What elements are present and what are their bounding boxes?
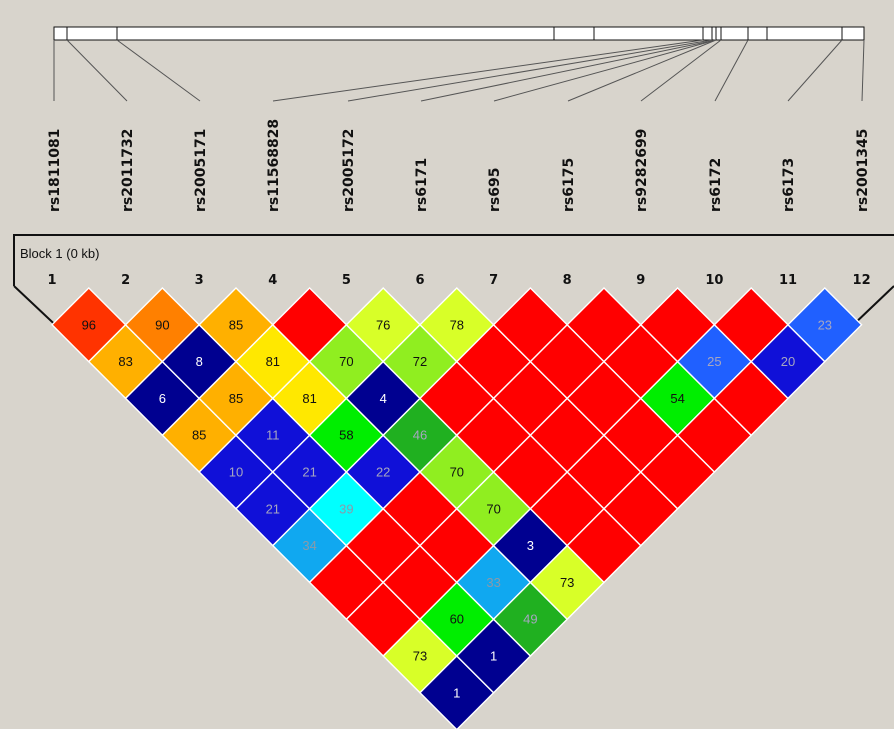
ld-value-label: 10 <box>229 465 243 480</box>
block-label: Block 1 (0 kb) <box>20 246 99 261</box>
snp-connector-line <box>116 39 201 102</box>
ld-value-label: 23 <box>818 317 832 332</box>
ld-value-label: 60 <box>450 612 464 627</box>
ld-value-label: 85 <box>229 391 243 406</box>
ruler-bar <box>53 26 865 41</box>
ld-cell <box>787 287 863 363</box>
snp-connector-line <box>567 39 717 102</box>
snp-connector-line <box>66 39 128 102</box>
ld-value-label: 73 <box>560 575 574 590</box>
snp-index-label: 11 <box>779 273 797 288</box>
ld-value-label: 49 <box>523 612 537 627</box>
snp-connector-line <box>493 39 717 102</box>
ld-value-label: 78 <box>450 317 464 332</box>
snp-name-label: rs9282699 <box>634 129 650 212</box>
snp-position-ruler <box>53 26 865 41</box>
ld-value-label: 81 <box>302 391 316 406</box>
ld-value-label: 8 <box>196 354 203 369</box>
snp-connector-line <box>640 39 722 102</box>
snp-index-label: 4 <box>268 273 277 288</box>
ld-value-label: 85 <box>192 428 206 443</box>
snp-name-label: rs695 <box>487 168 503 212</box>
ld-value-label: 1 <box>453 685 460 700</box>
snp-connector-line <box>420 39 717 102</box>
ld-value-label: 46 <box>413 428 427 443</box>
ld-value-label: 21 <box>302 465 316 480</box>
snp-name-label: rs1811081 <box>47 129 63 212</box>
ld-value-label: 85 <box>229 317 243 332</box>
snp-index-label: 2 <box>121 273 130 288</box>
snp-connector-line <box>347 39 713 102</box>
ld-value-label: 70 <box>339 354 353 369</box>
snp-name-label: rs11568828 <box>266 119 282 212</box>
snp-name-label: rs6172 <box>708 158 724 212</box>
ld-value-label: 20 <box>781 354 795 369</box>
ld-value-label: 70 <box>486 501 500 516</box>
snp-connector-line <box>714 39 749 102</box>
snp-name-labels: rs1811081 rs2011732 rs2005171 rs11568828 rs2… <box>47 119 871 212</box>
ld-value-label: 6 <box>159 391 166 406</box>
ld-matrix: 9683685102134731908851121396018581815822… <box>51 287 863 729</box>
ld-value-label: 76 <box>376 317 390 332</box>
ld-value-label: 72 <box>413 354 427 369</box>
ld-value-label: 83 <box>118 354 132 369</box>
ld-value-label: 11 <box>266 428 280 443</box>
snp-index-label: 10 <box>705 273 723 288</box>
snp-index-label: 1 <box>47 273 56 288</box>
snp-name-label: rs2001345 <box>855 129 871 212</box>
snp-name-label: rs2005171 <box>193 129 209 212</box>
snp-name-label: rs2011732 <box>120 129 136 212</box>
snp-connector-line <box>272 39 704 102</box>
ld-value-label: 22 <box>376 465 390 480</box>
snp-connector-lines <box>53 39 865 102</box>
ld-value-label: 73 <box>413 649 427 664</box>
snp-index-label: 5 <box>342 273 351 288</box>
ld-value-label: 96 <box>82 317 96 332</box>
snp-connector-line <box>787 39 843 102</box>
ld-value-label: 21 <box>266 501 280 516</box>
snp-index-label: 9 <box>636 273 645 288</box>
ld-value-label: 4 <box>380 391 387 406</box>
ld-value-label: 54 <box>670 391 684 406</box>
snp-name-label: rs2005172 <box>341 129 357 212</box>
ld-value-label: 39 <box>339 501 353 516</box>
snp-name-label: rs6175 <box>561 158 577 212</box>
ld-value-label: 3 <box>527 538 534 553</box>
snp-name-label: rs6171 <box>414 158 430 212</box>
ld-value-label: 58 <box>339 428 353 443</box>
snp-index-label: 6 <box>415 273 424 288</box>
ld-value-label: 70 <box>450 465 464 480</box>
snp-index-label: 3 <box>195 273 204 288</box>
snp-name-label: rs6173 <box>781 158 797 212</box>
ld-value-label: 34 <box>302 538 316 553</box>
ld-value-label: 33 <box>486 575 500 590</box>
ld-value-label: 25 <box>707 354 721 369</box>
snp-index-label: 12 <box>853 273 871 288</box>
ld-value-label: 81 <box>266 354 280 369</box>
snp-index-label: 8 <box>563 273 572 288</box>
snp-index-label: 7 <box>489 273 498 288</box>
ld-value-label: 90 <box>155 317 169 332</box>
snp-index-labels: 1 2 3 4 5 6 7 8 9 10 11 12 <box>47 273 870 288</box>
snp-connector-line <box>861 39 865 102</box>
ld-value-label: 1 <box>490 649 497 664</box>
